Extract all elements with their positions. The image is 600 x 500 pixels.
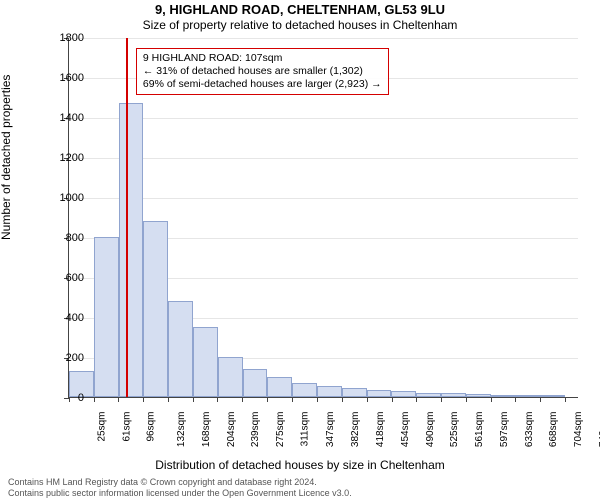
xtick-mark bbox=[292, 397, 293, 402]
footer-line1: Contains HM Land Registry data © Crown c… bbox=[8, 477, 592, 488]
xtick-mark bbox=[565, 397, 566, 402]
histogram-bar bbox=[243, 369, 268, 397]
xtick-mark bbox=[242, 397, 243, 402]
annotation-line2: ← 31% of detached houses are smaller (1,… bbox=[143, 65, 382, 78]
xtick-mark bbox=[94, 397, 95, 402]
xtick-label: 561sqm bbox=[474, 412, 485, 448]
histogram-bar bbox=[516, 395, 541, 397]
xtick-mark bbox=[466, 397, 467, 402]
xtick-mark bbox=[416, 397, 417, 402]
xtick-mark bbox=[143, 397, 144, 402]
histogram-bar bbox=[491, 395, 516, 397]
xtick-mark bbox=[342, 397, 343, 402]
histogram-bar bbox=[466, 394, 491, 397]
chart-container: 9, HIGHLAND ROAD, CHELTENHAM, GL53 9LU S… bbox=[0, 0, 600, 500]
xtick-label: 61sqm bbox=[121, 412, 132, 442]
xtick-label: 525sqm bbox=[449, 412, 460, 448]
gridline bbox=[69, 158, 578, 159]
xtick-label: 132sqm bbox=[176, 412, 187, 448]
ytick-label: 1800 bbox=[44, 32, 84, 44]
xtick-mark bbox=[193, 397, 194, 402]
ytick-label: 1400 bbox=[44, 112, 84, 124]
y-axis-label: Number of detached properties bbox=[0, 75, 13, 240]
xtick-label: 597sqm bbox=[499, 412, 510, 448]
xtick-label: 239sqm bbox=[251, 412, 262, 448]
xtick-mark bbox=[267, 397, 268, 402]
marker-line bbox=[126, 38, 128, 397]
gridline bbox=[69, 198, 578, 199]
histogram-bar bbox=[292, 383, 317, 397]
ytick-label: 600 bbox=[44, 272, 84, 284]
xtick-label: 96sqm bbox=[146, 412, 157, 442]
xtick-label: 704sqm bbox=[573, 412, 584, 448]
histogram-bar bbox=[416, 393, 441, 397]
xtick-label: 311sqm bbox=[300, 412, 311, 447]
plot-area: 9 HIGHLAND ROAD: 107sqm← 31% of detached… bbox=[68, 38, 578, 398]
xtick-label: 347sqm bbox=[326, 412, 337, 448]
xtick-label: 490sqm bbox=[425, 412, 436, 448]
xtick-label: 633sqm bbox=[524, 412, 535, 448]
ytick-label: 1000 bbox=[44, 192, 84, 204]
xtick-mark bbox=[540, 397, 541, 402]
histogram-bar bbox=[367, 390, 392, 397]
ytick-label: 0 bbox=[44, 392, 84, 404]
xtick-label: 382sqm bbox=[350, 412, 361, 448]
histogram-bar bbox=[441, 393, 466, 397]
xtick-label: 668sqm bbox=[548, 412, 559, 448]
gridline bbox=[69, 38, 578, 39]
histogram-bar bbox=[143, 221, 168, 397]
gridline bbox=[69, 118, 578, 119]
xtick-label: 25sqm bbox=[97, 412, 108, 442]
annotation-box: 9 HIGHLAND ROAD: 107sqm← 31% of detached… bbox=[136, 48, 389, 95]
xtick-label: 275sqm bbox=[276, 412, 287, 448]
histogram-bar bbox=[267, 377, 292, 397]
xtick-mark bbox=[118, 397, 119, 402]
histogram-bar bbox=[119, 103, 144, 397]
annotation-line1: 9 HIGHLAND ROAD: 107sqm bbox=[143, 52, 382, 65]
xtick-mark bbox=[168, 397, 169, 402]
xtick-label: 418sqm bbox=[375, 412, 386, 448]
histogram-bar bbox=[218, 357, 243, 397]
xtick-mark bbox=[217, 397, 218, 402]
histogram-bar bbox=[168, 301, 193, 397]
histogram-bar bbox=[317, 386, 342, 397]
histogram-bar bbox=[193, 327, 218, 397]
footer-attribution: Contains HM Land Registry data © Crown c… bbox=[8, 477, 592, 499]
histogram-bar bbox=[391, 391, 416, 397]
annotation-line3: 69% of semi-detached houses are larger (… bbox=[143, 78, 382, 91]
xtick-mark bbox=[317, 397, 318, 402]
ytick-label: 1200 bbox=[44, 152, 84, 164]
xtick-mark bbox=[441, 397, 442, 402]
xtick-mark bbox=[491, 397, 492, 402]
xtick-mark bbox=[515, 397, 516, 402]
histogram-bar bbox=[342, 388, 367, 397]
histogram-bar bbox=[94, 237, 119, 397]
xtick-mark bbox=[392, 397, 393, 402]
xtick-mark bbox=[367, 397, 368, 402]
chart-title: 9, HIGHLAND ROAD, CHELTENHAM, GL53 9LU bbox=[0, 2, 600, 17]
ytick-label: 1600 bbox=[44, 72, 84, 84]
xtick-label: 204sqm bbox=[226, 412, 237, 448]
ytick-label: 400 bbox=[44, 312, 84, 324]
xtick-label: 168sqm bbox=[201, 412, 212, 448]
ytick-label: 800 bbox=[44, 232, 84, 244]
histogram-bar bbox=[540, 395, 565, 397]
xtick-label: 454sqm bbox=[400, 412, 411, 448]
x-axis-label: Distribution of detached houses by size … bbox=[0, 458, 600, 472]
ytick-label: 200 bbox=[44, 352, 84, 364]
chart-subtitle: Size of property relative to detached ho… bbox=[0, 18, 600, 32]
footer-line2: Contains public sector information licen… bbox=[8, 488, 592, 499]
